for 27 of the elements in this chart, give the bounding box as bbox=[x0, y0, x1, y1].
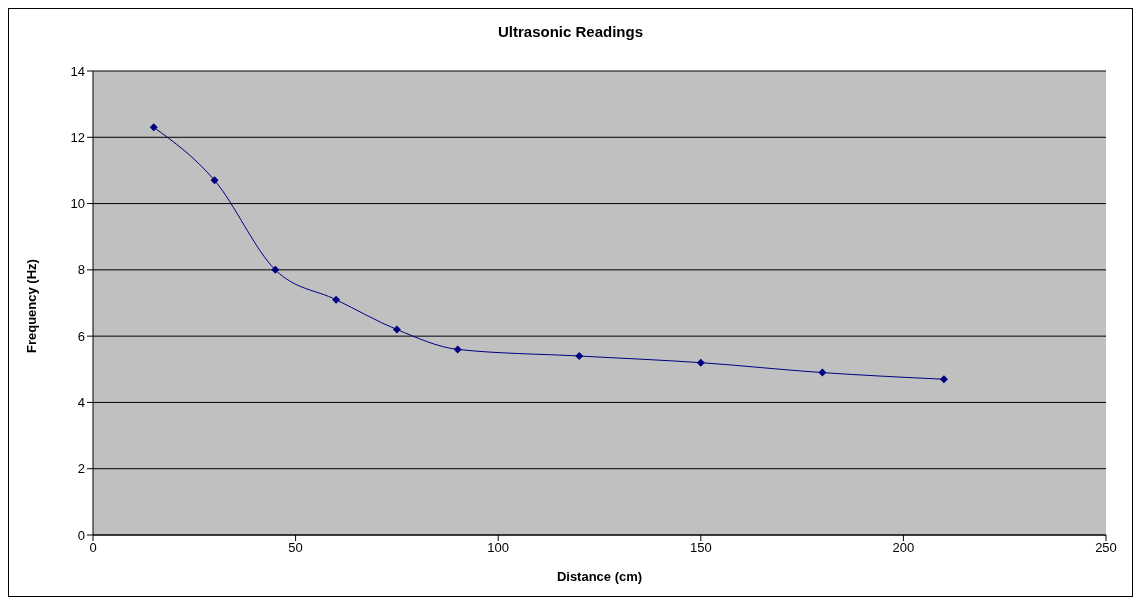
y-tick-label: 2 bbox=[77, 461, 85, 477]
y-tick-label: 0 bbox=[77, 527, 85, 543]
x-axis-title: Distance (cm) bbox=[556, 569, 643, 584]
point bbox=[149, 123, 158, 132]
x-tick-label: 250 bbox=[1095, 540, 1117, 556]
x-tick-label: 0 bbox=[89, 540, 97, 556]
point bbox=[696, 358, 705, 367]
point bbox=[332, 295, 341, 304]
y-tick-label: 10 bbox=[70, 196, 85, 212]
point bbox=[271, 265, 280, 274]
y-axis-title: Frequency (Hz) bbox=[23, 259, 39, 353]
point bbox=[575, 352, 584, 361]
point bbox=[392, 325, 401, 334]
chart-title: Ultrasonic Readings bbox=[496, 22, 644, 42]
point bbox=[453, 345, 462, 354]
point bbox=[939, 375, 948, 384]
y-tick-label: 14 bbox=[70, 63, 85, 79]
point bbox=[210, 176, 219, 185]
point bbox=[818, 368, 827, 377]
x-tick-label: 100 bbox=[487, 540, 510, 556]
y-tick-label: 6 bbox=[77, 328, 85, 344]
x-tick-label: 200 bbox=[892, 540, 915, 556]
y-tick-label: 4 bbox=[77, 395, 85, 411]
y-tick-label: 12 bbox=[70, 129, 85, 145]
y-tick-label: 8 bbox=[77, 262, 85, 278]
x-tick-label: 50 bbox=[288, 540, 303, 556]
x-tick-label: 150 bbox=[689, 540, 712, 556]
